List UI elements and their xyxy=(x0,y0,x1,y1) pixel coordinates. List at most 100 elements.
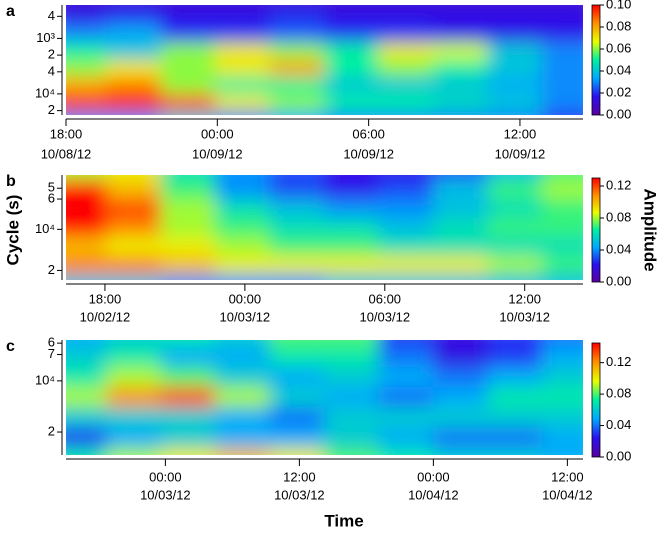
heatmap-cell xyxy=(160,175,216,181)
heatmap-cell xyxy=(215,59,271,78)
heatmap-cell xyxy=(542,427,583,450)
heatmap-cell xyxy=(215,111,271,115)
heatmap-cell xyxy=(106,175,162,181)
colorbar-tick-label: 0.00 xyxy=(606,448,631,463)
heatmap-cell xyxy=(433,111,489,115)
heatmap-cell xyxy=(378,366,434,388)
heatmap-cell xyxy=(66,448,107,455)
heatmap-cell xyxy=(66,5,107,9)
heatmap-cell xyxy=(106,345,162,368)
x-tick-label: 06:00 xyxy=(352,126,385,141)
colorbar-tick-label: 0.00 xyxy=(606,106,631,121)
heatmap-cell xyxy=(160,366,216,388)
heatmap-cell xyxy=(324,175,380,181)
heatmap-cell xyxy=(324,407,380,429)
heatmap-cell xyxy=(542,111,583,115)
heatmap-cell xyxy=(324,25,380,44)
heatmap-cell xyxy=(269,76,325,95)
heatmap-cell xyxy=(106,111,162,115)
x-tick-label: 06:00 xyxy=(369,291,402,306)
heatmap-cell xyxy=(269,179,325,200)
heatmap-cell xyxy=(542,198,583,219)
heatmap-cell xyxy=(433,94,489,113)
heatmap-cell xyxy=(542,386,583,409)
heatmap-cell xyxy=(487,340,543,347)
panel-label: b xyxy=(6,173,16,190)
heatmap-cell xyxy=(542,179,583,200)
heatmap-cell xyxy=(269,217,325,238)
heatmap-cell xyxy=(106,76,162,95)
heatmap-cell xyxy=(487,407,543,429)
heatmap-cell xyxy=(378,448,434,455)
heatmap-cell xyxy=(542,366,583,388)
heatmap-cell xyxy=(542,59,583,78)
heatmap-cell xyxy=(66,217,107,238)
heatmap-cell xyxy=(542,25,583,44)
heatmap-cell xyxy=(66,366,107,388)
x-tick-sublabel: 10/09/12 xyxy=(495,146,546,161)
heatmap-cell xyxy=(324,217,380,238)
heatmap-cell xyxy=(160,340,216,347)
heatmap-cell xyxy=(487,175,543,181)
heatmap-cell xyxy=(66,7,107,26)
heatmap-cell xyxy=(542,340,583,347)
heatmap-cell xyxy=(378,236,434,257)
heatmap-cell xyxy=(542,274,583,280)
heatmap xyxy=(66,5,583,115)
heatmap-cell xyxy=(106,217,162,238)
heatmap-cell xyxy=(215,340,271,347)
x-tick-label: 18:00 xyxy=(50,126,83,141)
heatmap-cell xyxy=(215,255,271,276)
heatmap-cell xyxy=(106,179,162,200)
heatmap-cell xyxy=(378,25,434,44)
heatmap-cell xyxy=(215,236,271,257)
y-tick-label: 10⁴ xyxy=(35,372,55,387)
colorbar-tick-label: 0.08 xyxy=(606,386,631,401)
heatmap-cell xyxy=(433,5,489,9)
heatmap-cell xyxy=(378,175,434,181)
heatmap-cell xyxy=(160,236,216,257)
heatmap-cell xyxy=(160,7,216,26)
heatmap-cell xyxy=(106,386,162,409)
heatmap-cell xyxy=(269,25,325,44)
heatmap-cell xyxy=(66,76,107,95)
y-tick-label: 2 xyxy=(48,423,55,438)
heatmap-cell xyxy=(66,198,107,219)
x-tick-sublabel: 10/02/12 xyxy=(80,309,131,324)
heatmap-cell xyxy=(160,198,216,219)
heatmap-cell xyxy=(66,340,107,347)
heatmap-cell xyxy=(487,366,543,388)
heatmap-cell xyxy=(542,407,583,429)
heatmap-cell xyxy=(215,42,271,61)
heatmap-cell xyxy=(215,386,271,409)
heatmap-cell xyxy=(160,345,216,368)
heatmap-cell xyxy=(378,59,434,78)
heatmap-cell xyxy=(378,7,434,26)
heatmap-cell xyxy=(542,255,583,276)
x-tick-sublabel: 10/03/12 xyxy=(140,487,191,502)
heatmap-cell xyxy=(378,345,434,368)
x-tick-label: 12:00 xyxy=(551,469,584,484)
y-tick-label: 10³ xyxy=(36,30,55,45)
heatmap-cell xyxy=(215,345,271,368)
heatmap-cell xyxy=(324,179,380,200)
heatmap-cell xyxy=(160,217,216,238)
heatmap-cell xyxy=(487,236,543,257)
heatmap-cell xyxy=(433,217,489,238)
heatmap-cell xyxy=(66,236,107,257)
heatmap-cell xyxy=(487,198,543,219)
heatmap-cell xyxy=(487,94,543,113)
heatmap-cell xyxy=(269,366,325,388)
heatmap-cell xyxy=(487,217,543,238)
heatmap-cell xyxy=(324,111,380,115)
y-tick-label: 4 xyxy=(48,8,55,23)
heatmap-cell xyxy=(542,5,583,9)
heatmap-cell xyxy=(215,25,271,44)
heatmap-cell xyxy=(160,179,216,200)
heatmap-cell xyxy=(106,5,162,9)
x-tick-sublabel: 10/09/12 xyxy=(192,146,243,161)
heatmap-cell xyxy=(269,198,325,219)
heatmap-cell xyxy=(106,94,162,113)
heatmap-cell xyxy=(160,42,216,61)
heatmap-cell xyxy=(378,5,434,9)
